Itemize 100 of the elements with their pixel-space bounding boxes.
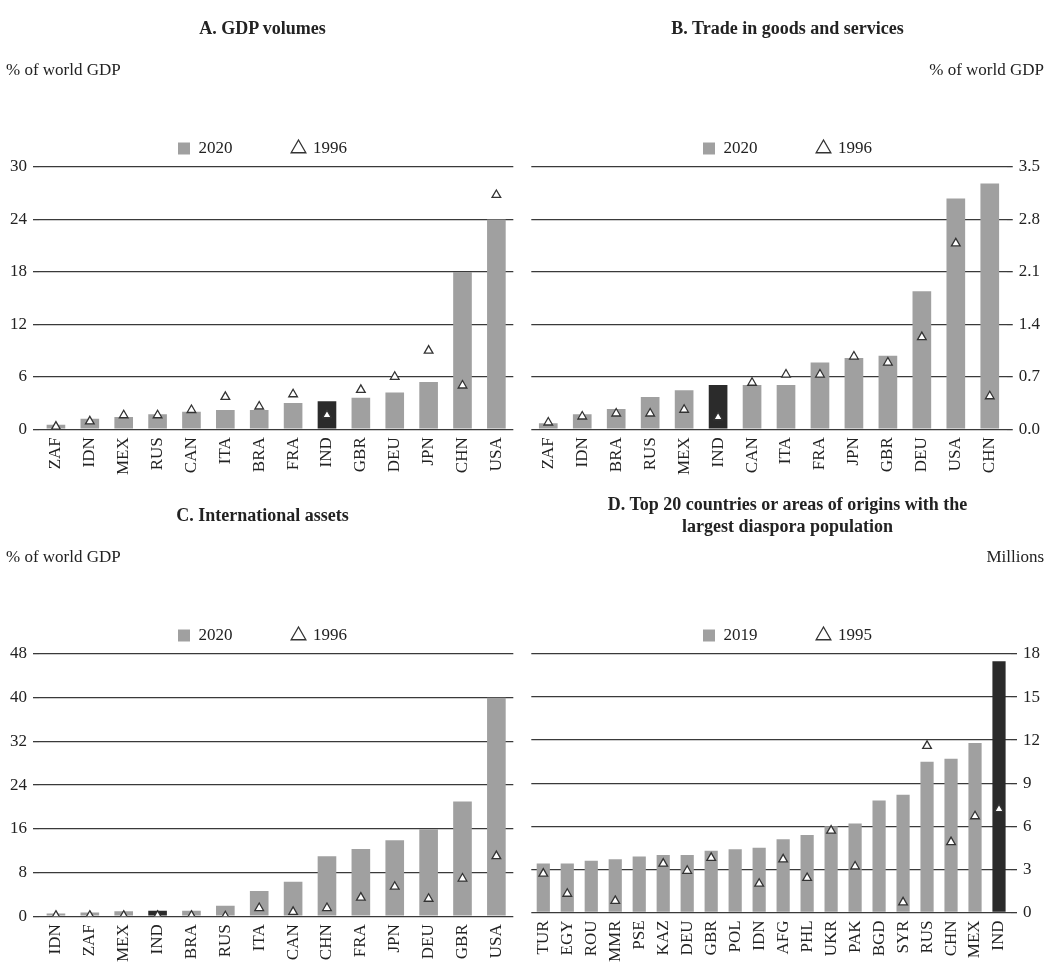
bar	[351, 397, 371, 429]
x-tick-label: RUS	[639, 437, 659, 471]
y-tick-label: 8	[18, 861, 27, 881]
x-tick-label: ZAF	[45, 437, 65, 470]
point	[355, 892, 366, 901]
x-tick-label: BRA	[180, 923, 200, 960]
y2-tick-label: 2.1	[1018, 261, 1040, 281]
point	[747, 377, 758, 386]
y2-axis-title: % of world GDP	[928, 59, 1045, 80]
bar	[752, 847, 766, 912]
point	[491, 850, 502, 860]
point	[254, 400, 265, 410]
x-tick-label: CHN	[451, 437, 471, 474]
x-tick-label: FRA	[350, 923, 370, 958]
bar	[419, 382, 438, 429]
y2-tick-label: 0	[1023, 901, 1032, 921]
point	[778, 853, 789, 863]
x-tick-label: RUS	[214, 924, 234, 958]
point	[457, 872, 468, 882]
x-tick-label: ZAF	[537, 437, 557, 470]
x-tick-label: TUR	[532, 919, 552, 955]
bar	[419, 829, 438, 916]
point	[288, 388, 299, 398]
x-tick-label: POL	[724, 920, 744, 953]
bar	[453, 801, 472, 916]
x-tick-label: IDN	[748, 920, 768, 951]
legend-label: 1996	[313, 137, 347, 157]
y-tick-label: 40	[10, 687, 27, 707]
bar	[776, 385, 796, 429]
point	[220, 391, 231, 401]
bar	[912, 291, 932, 429]
y2-tick-label: 3.5	[1018, 156, 1040, 176]
bar	[584, 860, 598, 912]
bar	[182, 411, 201, 429]
x-tick-label: FRA	[282, 436, 302, 471]
y2-tick-label: 12	[1023, 729, 1040, 749]
x-tick-label: IND	[147, 924, 167, 955]
x-tick-label: IDN	[45, 924, 65, 955]
chart-title: C. International assets	[175, 503, 350, 527]
bar	[632, 856, 646, 912]
x-tick-label: BGD	[868, 920, 888, 957]
x-tick-label: RUS	[916, 920, 936, 954]
point	[706, 852, 717, 862]
x-tick-label: ITA	[248, 923, 268, 952]
x-tick-label: JPN	[384, 924, 404, 953]
x-tick-label: KAZ	[652, 920, 672, 956]
legend-label: 1996	[838, 137, 872, 157]
point	[152, 409, 163, 419]
bar	[385, 392, 405, 429]
x-tick-label: BRA	[248, 436, 268, 473]
x-tick-label: EGY	[556, 920, 576, 956]
bar	[708, 385, 728, 429]
point	[950, 237, 961, 247]
x-tick-label: IND	[316, 437, 336, 468]
x-tick-label: RUS	[147, 437, 167, 471]
x-tick-label: GBR	[700, 919, 720, 956]
point	[781, 368, 791, 378]
point	[970, 810, 980, 820]
x-tick-label: CHN	[979, 437, 999, 474]
bar	[114, 416, 134, 429]
point	[826, 824, 837, 834]
x-tick-label: GBR	[451, 923, 471, 960]
point	[288, 906, 299, 915]
x-tick-label: DEU	[676, 920, 696, 956]
x-tick-label: ZAF	[79, 924, 99, 957]
x-tick-label: PAK	[844, 919, 864, 953]
point	[916, 331, 927, 341]
y2-tick-label: 18	[1023, 643, 1040, 663]
point	[84, 415, 95, 425]
x-tick-label: MEX	[113, 437, 133, 475]
legend-label: 2020	[198, 624, 233, 644]
y-axis-title: % of world GDP	[5, 59, 122, 80]
point	[802, 872, 813, 882]
y2-tick-label: 6	[1023, 815, 1032, 835]
point	[186, 404, 197, 414]
x-tick-label: IND	[988, 920, 1008, 951]
point	[994, 803, 1004, 813]
point	[577, 410, 588, 420]
y-tick-label: 24	[10, 774, 28, 794]
x-tick-label: MEX	[113, 924, 133, 962]
point	[118, 409, 129, 419]
point	[562, 888, 573, 897]
bar	[946, 198, 966, 429]
bar	[560, 863, 574, 912]
bar	[536, 863, 550, 912]
bar	[283, 403, 303, 429]
point	[682, 865, 693, 874]
x-tick-label: IND	[707, 437, 727, 468]
bar	[249, 409, 269, 429]
point	[814, 368, 825, 378]
chart-title: D. Top 20 countries or areas of origins with the largest diaspora population	[606, 492, 969, 538]
point	[610, 895, 621, 905]
x-tick-label: CHN	[940, 920, 960, 957]
y2-tick-label: 9	[1023, 772, 1032, 792]
point	[882, 356, 893, 366]
y2-tick-label: 2.8	[1018, 208, 1040, 228]
point	[491, 189, 502, 199]
x-tick-label: IDN	[79, 437, 99, 468]
bar	[385, 840, 405, 916]
bar	[800, 834, 814, 912]
